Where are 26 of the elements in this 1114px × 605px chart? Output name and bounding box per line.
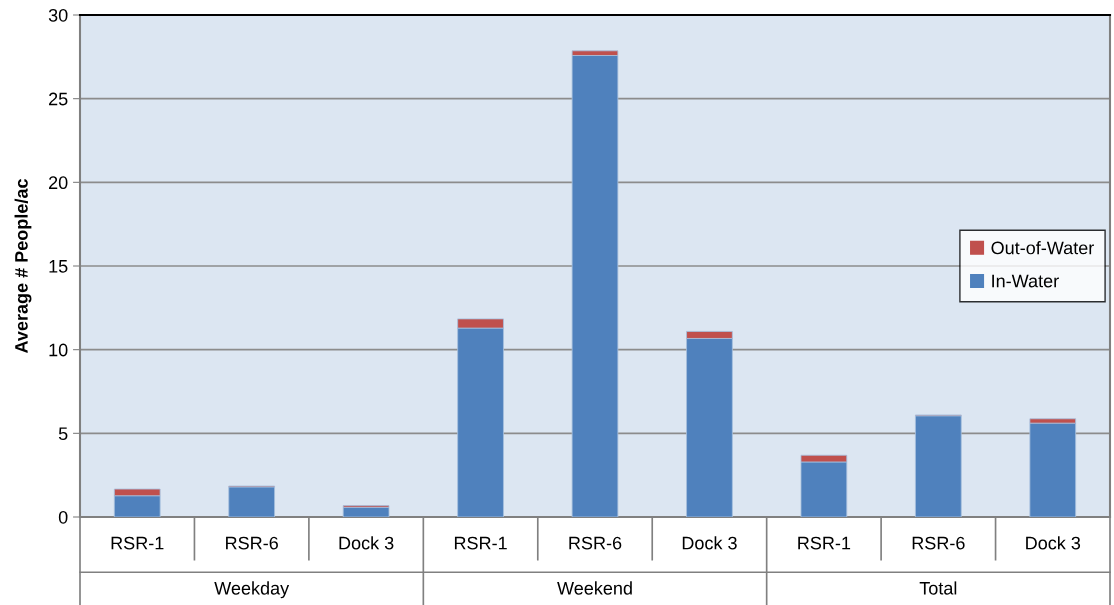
- x-tick-label: Dock 3: [682, 536, 737, 550]
- y-tick-label: 25: [49, 92, 68, 106]
- bar: [915, 415, 962, 517]
- bar: [342, 506, 390, 517]
- x-tick-label: RSR-1: [454, 536, 507, 550]
- text: Weekday: [214, 581, 290, 599]
- y-tick-label: 0: [58, 510, 68, 524]
- x-tick-label: Dock 3: [339, 536, 394, 550]
- x-tick-label: RSR-6: [569, 536, 622, 550]
- text: Total: [919, 581, 957, 595]
- bar: [1029, 422, 1077, 517]
- x-tick-label: RSR-1: [798, 536, 851, 550]
- x-tick-label: Dock 3: [1026, 536, 1081, 550]
- y-tick-label: 20: [49, 176, 68, 190]
- legend-label: In-Water: [992, 274, 1059, 288]
- x-tick-label: RSR-6: [226, 536, 278, 550]
- y-tick-label: 15: [49, 260, 68, 273]
- y-tick-label: 10: [49, 343, 68, 357]
- y-tick-label: 30: [48, 8, 68, 22]
- y-tick-label: 5: [58, 427, 68, 441]
- bar: [228, 486, 275, 517]
- x-tick-label: RSR-1: [111, 536, 164, 550]
- x-tick-label: RSR-6: [912, 536, 965, 550]
- legend-label: Out-of-Water: [991, 241, 1094, 255]
- y-axis-title: Average # People/ac: [14, 179, 32, 354]
- text: Weekend: [557, 581, 632, 595]
